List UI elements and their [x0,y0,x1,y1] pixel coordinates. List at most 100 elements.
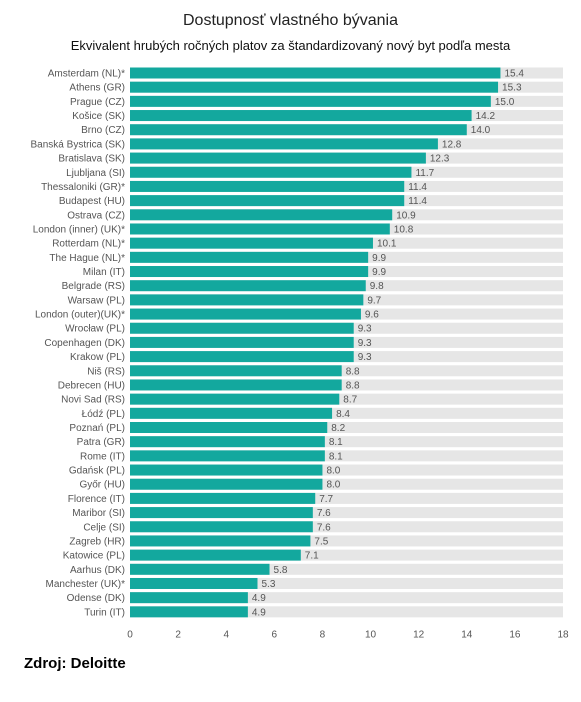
bar [130,237,373,249]
value-label: 8.1 [329,451,343,462]
category-label: Patra (GR) [77,437,125,448]
bar [130,365,342,377]
category-label: Warsaw (PL) [68,295,125,306]
x-tick-label: 10 [365,629,377,640]
category-label: Turin (IT) [84,607,125,618]
bar [130,464,323,476]
category-label: Poznań (PL) [69,423,125,434]
value-label: 15.0 [495,97,515,108]
value-label: 9.7 [367,295,381,306]
bar [130,209,393,221]
category-label: Thessaloniki (GR)* [41,182,125,193]
bar [130,152,426,164]
value-label: 7.1 [305,551,319,562]
category-label: Prague (CZ) [70,97,125,108]
bar-track [130,563,563,575]
bar [130,195,405,207]
bar [130,280,366,292]
value-label: 10.1 [377,239,397,250]
bar [130,308,361,320]
value-label: 15.3 [502,83,522,94]
category-label: Rotterdam (NL)* [52,239,125,250]
x-tick-label: 8 [320,629,326,640]
value-label: 8.7 [343,395,357,406]
bar [130,138,438,150]
bar-track [130,577,563,589]
category-label: Katowice (PL) [63,551,125,562]
source-note: Zdroj: Deloitte [24,655,126,672]
x-tick-label: 6 [272,629,278,640]
bar [130,251,369,263]
category-label: Belgrade (RS) [62,281,125,292]
bar [130,322,354,334]
bar-track [130,606,563,618]
bar [130,422,328,433]
bar [130,563,270,575]
value-label: 9.8 [370,281,384,292]
value-label: 9.3 [358,338,372,349]
bar [130,606,248,618]
bar [130,492,316,504]
value-label: 8.2 [331,423,345,434]
bar [130,450,325,462]
value-label: 15.4 [504,69,524,80]
category-label: London (outer)(UK)* [35,310,125,321]
bar-track [130,478,563,490]
x-tick-label: 18 [557,629,569,640]
category-label: Košice (SK) [72,111,125,122]
bar [130,266,369,278]
bar [130,521,313,533]
bar [130,577,258,589]
category-label: Bratislava (SK) [58,154,125,165]
bar [130,393,340,405]
value-label: 8.8 [346,380,360,391]
x-tick-label: 12 [413,629,425,640]
value-label: 8.8 [346,366,360,377]
value-label: 9.9 [372,267,386,278]
value-label: 7.5 [314,536,328,547]
category-label: Celje (SI) [83,522,125,533]
bar-track [130,393,563,405]
category-label: Odense (DK) [67,593,125,604]
category-label: Gdańsk (PL) [69,466,125,477]
category-label: Debrecen (HU) [58,380,125,391]
value-label: 12.3 [430,154,450,165]
category-label: Amsterdam (NL)* [48,69,125,80]
bar-track [130,365,563,377]
value-label: 7.7 [319,494,333,505]
value-label: 14.0 [471,125,491,136]
value-label: 5.8 [274,565,288,576]
value-label: 10.8 [394,224,414,235]
category-label: Manchester (UK)* [46,579,126,590]
value-label: 11.4 [408,182,427,193]
category-label: Athens (GR) [69,83,125,94]
bar [130,407,333,419]
value-label: 4.9 [252,607,266,618]
x-tick-label: 14 [461,629,473,640]
category-label: Maribor (SI) [72,508,125,519]
category-label: Aarhus (DK) [70,565,125,576]
bar [130,592,248,604]
bar-track [130,464,563,476]
value-label: 8.0 [326,466,340,477]
bar [130,95,491,107]
x-tick-label: 4 [223,629,229,640]
category-label: Ostrava (CZ) [67,210,125,221]
category-label: Copenhagen (DK) [44,338,125,349]
bar [130,81,499,93]
bar [130,223,390,235]
bar-track [130,492,563,504]
chart-title: Dostupnosť vlastného bývania [182,12,399,29]
category-label: Brno (CZ) [81,125,125,136]
bar [130,535,311,547]
value-label: 11.4 [408,196,427,207]
category-label: Budapest (HU) [59,196,125,207]
bar [130,436,325,448]
category-label: The Hague (NL)* [49,253,125,264]
category-label: Krakow (PL) [70,352,125,363]
value-label: 8.4 [336,409,350,420]
category-label: Ljubljana (SI) [66,168,125,179]
x-tick-label: 0 [127,629,133,640]
category-label: Rome (IT) [80,451,125,462]
